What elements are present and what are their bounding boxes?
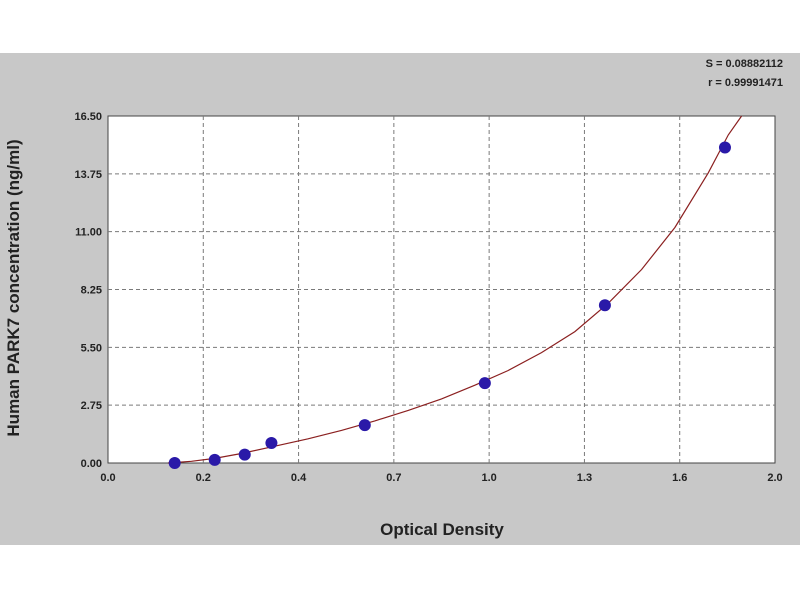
chart-panel: 0.0 0.2 0.4 0.7 1.0 1.3 1.6 2.0 0.00 2.75 5.50 8.25…: [0, 53, 800, 545]
data-point: [718, 141, 731, 154]
y-tick-label: 16.50: [74, 111, 102, 123]
x-axis-title: Optical Density: [380, 520, 504, 539]
y-tick-label: 8.25: [81, 285, 102, 297]
stat-r-value: r = 0.99991471: [708, 77, 783, 89]
y-tick-label: 11.00: [75, 227, 102, 239]
grid-lines: [108, 116, 775, 463]
y-axis-title: Human PARK7 concentration (ng/ml): [4, 139, 23, 436]
data-point: [598, 299, 611, 312]
y-tick-label: 5.50: [81, 342, 102, 354]
data-point: [478, 377, 491, 390]
y-tick-label: 2.75: [81, 400, 102, 412]
data-point: [208, 453, 221, 466]
data-points: [168, 141, 731, 469]
x-tick-label: 1.3: [577, 472, 592, 484]
y-tick-label: 13.75: [74, 169, 102, 181]
x-tick-label: 2.0: [767, 472, 782, 484]
axis-ticks: 0.0 0.2 0.4 0.7 1.0 1.3 1.6 2.0 0.00 2.75 5.50 8.25…: [74, 111, 782, 484]
data-point: [238, 448, 251, 461]
x-tick-label: 1.6: [672, 472, 687, 484]
x-tick-label: 0.4: [291, 472, 307, 484]
x-tick-label: 0.7: [386, 472, 401, 484]
x-tick-label: 0.2: [196, 472, 211, 484]
x-tick-label: 0.0: [100, 472, 115, 484]
y-tick-label: 0.00: [81, 458, 102, 470]
data-point: [168, 457, 181, 469]
data-point: [358, 419, 371, 432]
stat-s-value: S = 0.08882112: [706, 58, 783, 70]
x-tick-label: 1.0: [481, 472, 496, 484]
standard-curve-chart: 0.0 0.2 0.4 0.7 1.0 1.3 1.6 2.0 0.00 2.75 5.50 8.25…: [4, 58, 783, 539]
data-point: [265, 437, 278, 450]
